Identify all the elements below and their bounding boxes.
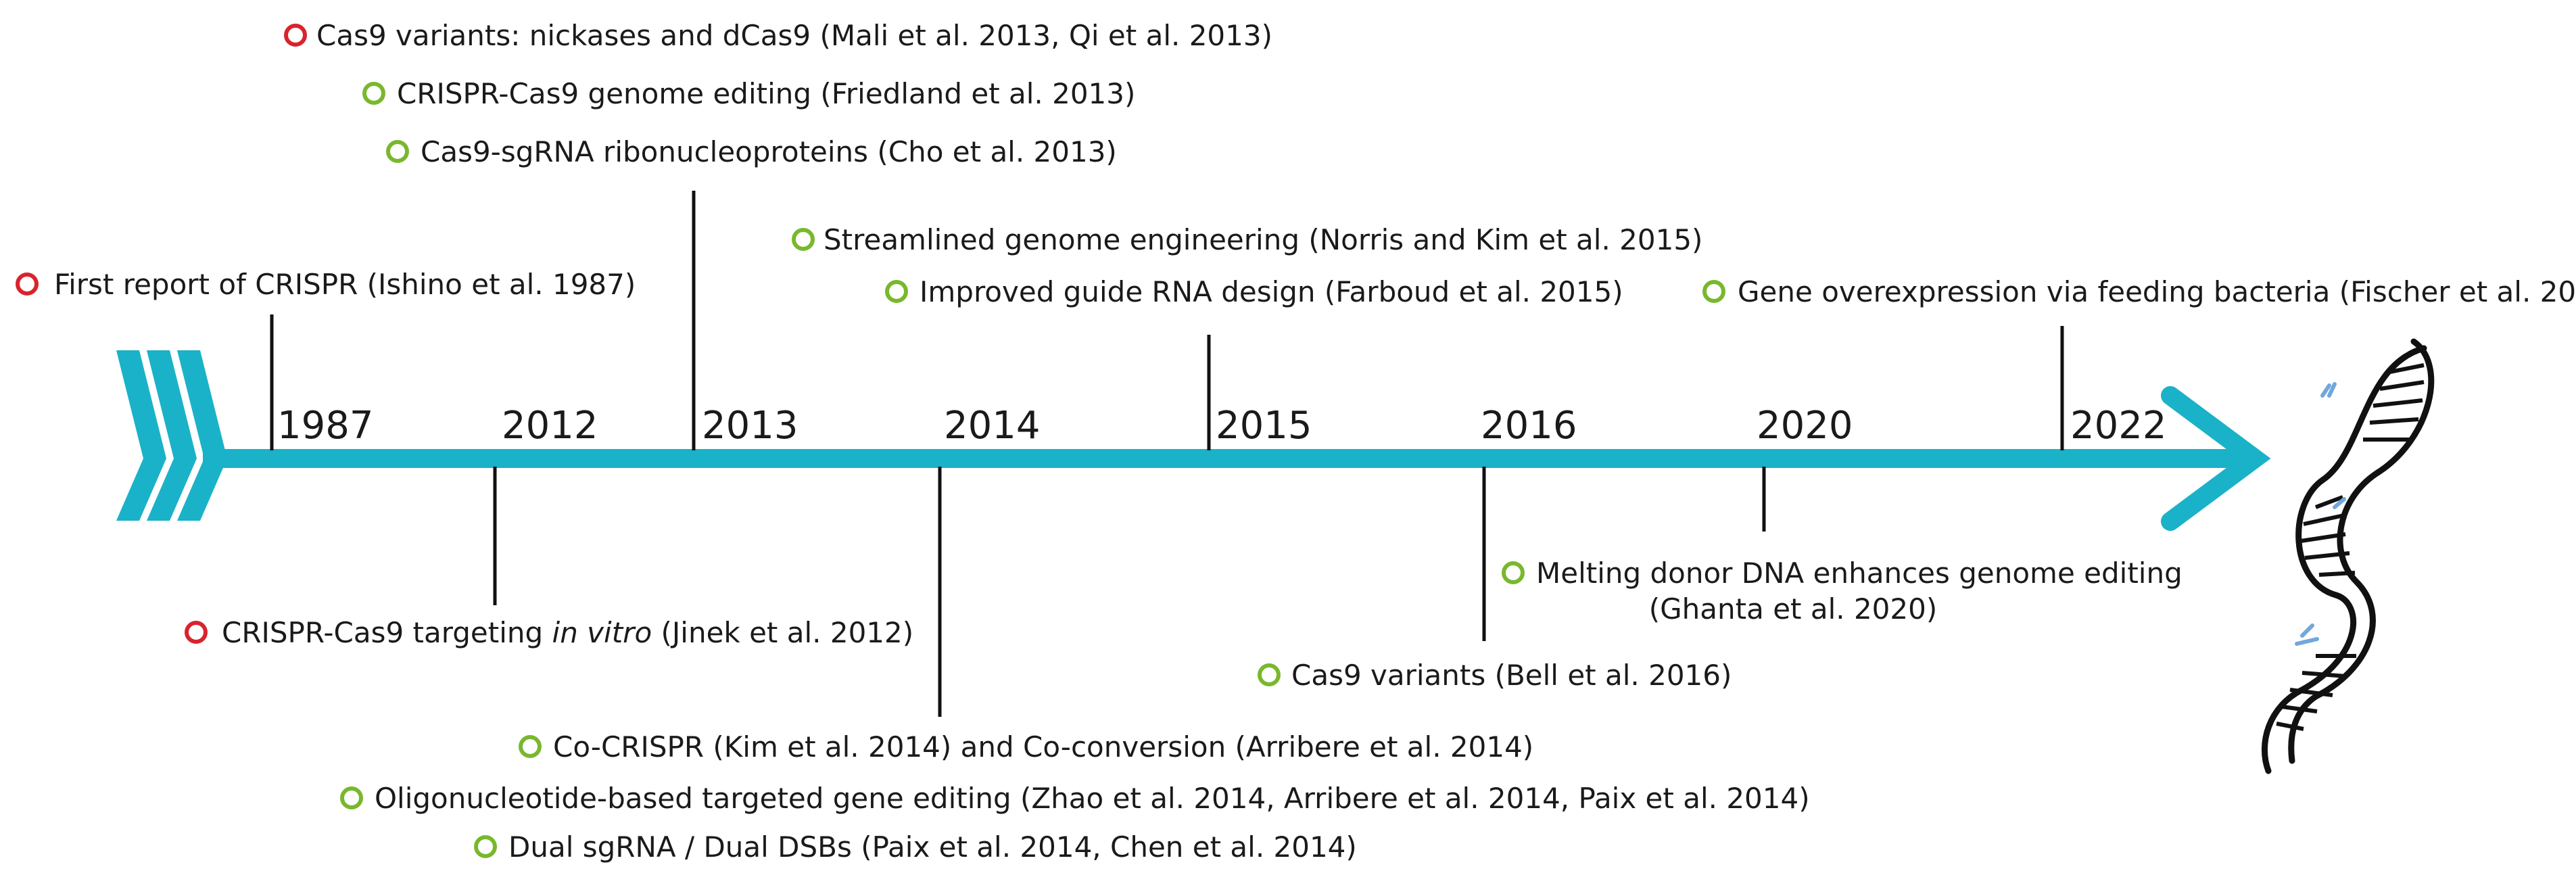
event-ring-fischer <box>1702 280 1725 303</box>
event-ring-friedland <box>362 82 385 105</box>
event-label-jinek-before: CRISPR-Cas9 targeting <box>222 616 552 649</box>
arrow-head <box>2161 386 2271 531</box>
event-label-fischer: Gene overexpression via feeding bacteria… <box>1738 275 2576 308</box>
fletch-2 <box>147 350 197 521</box>
event-ring-cas9-nickases <box>284 24 307 47</box>
year-labels: 1987 2012 2013 2014 2015 2016 2020 2022 <box>277 404 2167 448</box>
year-label-2016: 2016 <box>1481 404 1577 448</box>
year-label-2013: 2013 <box>702 404 798 448</box>
event-label-dual-sgrna: Dual sgRNA / Dual DSBs (Paix et al. 2014… <box>508 830 1357 864</box>
event-ring-cho <box>386 140 409 163</box>
event-ring-farboud <box>885 280 908 303</box>
event-ring-oligonucleotide <box>340 786 363 809</box>
event-markers <box>16 24 1725 858</box>
event-label-jinek: CRISPR-Cas9 targeting in vitro (Jinek et… <box>222 616 913 649</box>
event-ring-ishino <box>16 273 39 296</box>
event-label-ishino: First report of CRISPR (Ishino et al. 19… <box>54 268 636 301</box>
event-ring-ghanta <box>1502 561 1525 584</box>
event-ring-bell <box>1258 663 1281 686</box>
event-ring-co-crispr <box>519 735 542 758</box>
event-label-friedland: CRISPR-Cas9 genome editing (Friedland et… <box>397 77 1135 110</box>
timeline-axis <box>116 350 2271 531</box>
dna-helix-icon <box>2261 338 2435 774</box>
year-label-2012: 2012 <box>502 404 598 448</box>
tick-marks <box>270 191 2064 717</box>
event-label-bell: Cas9 variants (Bell et al. 2016) <box>1291 659 1732 692</box>
event-label-melting-donor-citation: (Ghanta et al. 2020) <box>1649 592 1938 626</box>
year-label-2014: 2014 <box>944 404 1041 448</box>
event-label-co-crispr: Co-CRISPR (Kim et al. 2014) and Co-conve… <box>553 730 1533 763</box>
event-label-cas9-nickases: Cas9 variants: nickases and dCas9 (Mali … <box>316 19 1272 52</box>
event-label-oligonucleotide: Oligonucleotide-based targeted gene edit… <box>375 782 1810 815</box>
event-ring-jinek <box>185 621 208 644</box>
event-label-jinek-italic: in vitro <box>552 616 652 649</box>
event-ring-dual-sgrna <box>474 835 497 858</box>
event-label-norris-kim: Streamlined genome engineering (Norris a… <box>824 223 1702 256</box>
year-label-2020: 2020 <box>1757 404 1853 448</box>
fletch-3 <box>177 350 227 521</box>
event-label-jinek-after: (Jinek et al. 2012) <box>652 616 913 649</box>
year-label-2022: 2022 <box>2070 404 2167 448</box>
year-label-2015: 2015 <box>1216 404 1312 448</box>
event-label-cho: Cas9-sgRNA ribonucleoproteins (Cho et al… <box>421 135 1117 168</box>
arrow-fletching <box>116 350 227 521</box>
event-ring-norris-kim <box>792 228 815 251</box>
fletch-1 <box>116 350 166 521</box>
event-label-farboud: Improved guide RNA design (Farboud et al… <box>920 275 1623 308</box>
year-label-1987: 1987 <box>277 404 374 448</box>
event-label-melting-donor: Melting donor DNA enhances genome editin… <box>1536 557 2183 590</box>
event-labels: Cas9 variants: nickases and dCas9 (Mali … <box>54 19 2576 864</box>
